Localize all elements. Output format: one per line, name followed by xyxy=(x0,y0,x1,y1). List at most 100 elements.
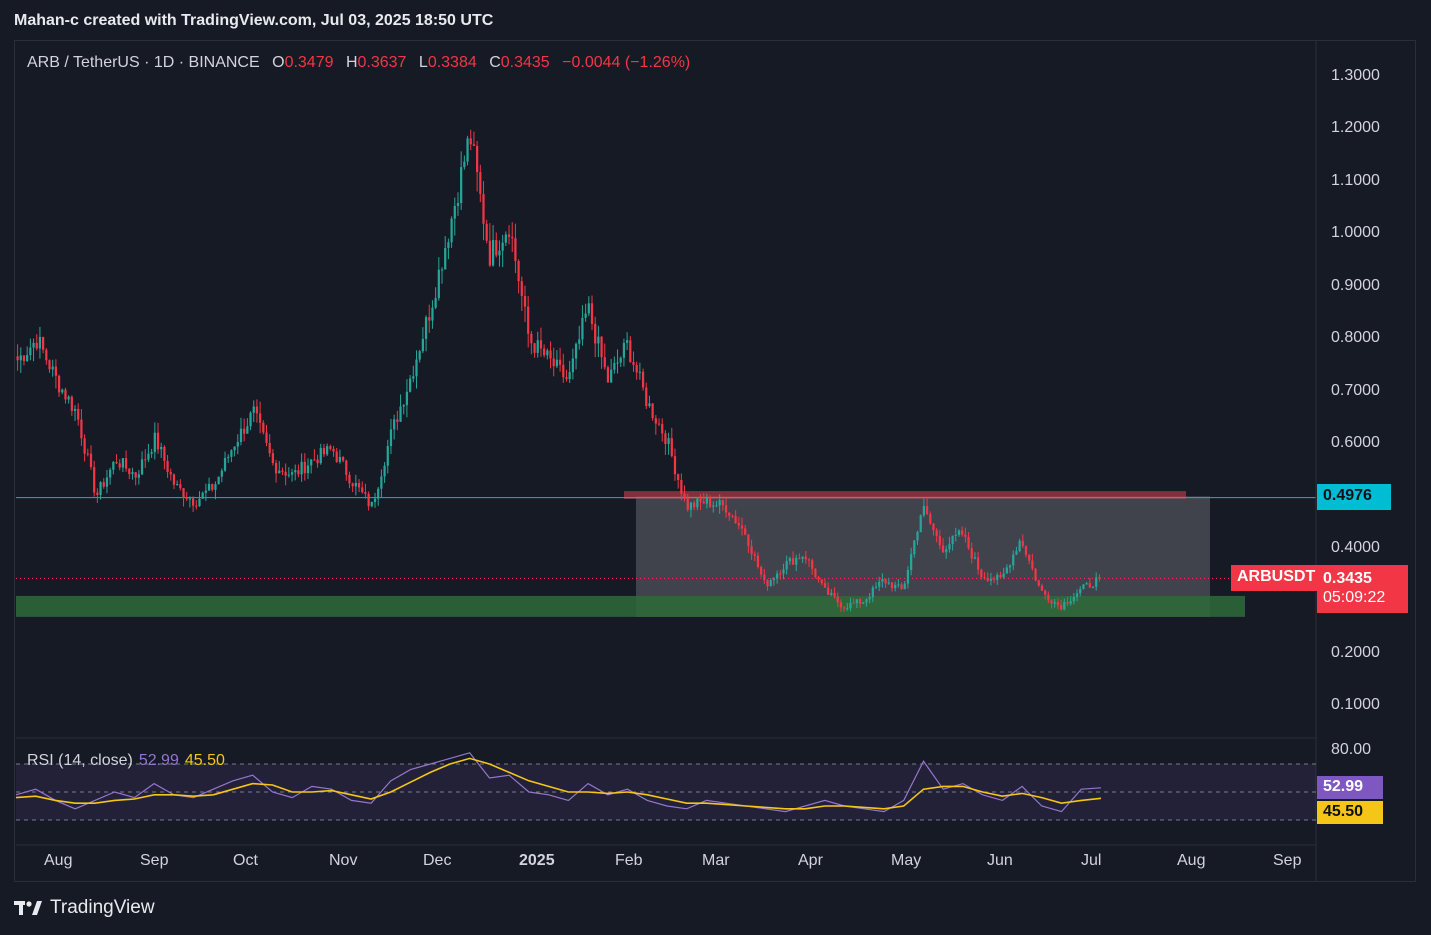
candle-body xyxy=(552,358,555,367)
candle-body xyxy=(951,535,954,545)
open-key: O xyxy=(272,54,285,71)
candle-body xyxy=(699,498,702,502)
rsi-tick-label: 80.00 xyxy=(1331,741,1372,758)
candle-body xyxy=(380,476,383,489)
candle-body xyxy=(983,577,986,579)
candle-body xyxy=(967,536,970,549)
candle-body xyxy=(1031,560,1034,569)
price-tick-label: 0.4000 xyxy=(1331,538,1380,556)
support-zone xyxy=(16,595,1245,617)
candle-body xyxy=(428,317,431,321)
candle-body xyxy=(271,453,275,463)
candle-body xyxy=(645,387,648,406)
candle-body xyxy=(335,451,338,462)
candle-body xyxy=(1015,551,1018,555)
chart-frame[interactable] xyxy=(14,40,1416,882)
candle-body xyxy=(641,371,645,388)
candle-body xyxy=(77,408,80,420)
candle-body xyxy=(424,317,428,339)
candle-body xyxy=(791,558,795,565)
open-value: 0.3479 xyxy=(284,54,334,71)
price-tick-label: 0.7000 xyxy=(1331,381,1380,399)
candle-body xyxy=(798,557,801,559)
candle-body xyxy=(144,459,147,461)
candle-body xyxy=(753,554,756,556)
time-tick-label: Sep xyxy=(1273,852,1302,869)
candle-body xyxy=(603,357,606,368)
candle-body xyxy=(86,453,89,455)
symbol-label[interactable]: ARB / TetherUS · 1D · BINANCE xyxy=(27,54,260,71)
candle-body xyxy=(705,497,709,504)
candle-body xyxy=(1095,577,1098,587)
candle-body xyxy=(450,218,453,243)
candle-body xyxy=(1021,540,1024,546)
candle-body xyxy=(345,460,348,475)
candle-body xyxy=(73,408,77,411)
candle-body xyxy=(788,558,791,562)
tradingview-logo[interactable]: TradingView xyxy=(14,897,155,919)
candle-body xyxy=(989,578,993,581)
candle-body xyxy=(460,167,463,204)
candle-body xyxy=(201,492,204,499)
candle-body xyxy=(648,403,651,406)
candle-body xyxy=(338,456,342,462)
candle-body xyxy=(817,577,820,580)
candle-body xyxy=(737,523,740,526)
high-value: 0.3637 xyxy=(357,54,407,71)
candle-body xyxy=(294,470,297,473)
candle-body xyxy=(357,482,361,488)
candle-body xyxy=(562,364,565,378)
candle-body xyxy=(1091,586,1095,588)
candle-body xyxy=(731,515,734,517)
candle-body xyxy=(689,502,693,510)
candle-body xyxy=(913,540,916,555)
candle-body xyxy=(916,531,919,541)
candle-body xyxy=(83,438,86,454)
candle-body xyxy=(546,350,549,356)
candle-body xyxy=(571,358,574,373)
price-tick-label: 0.6000 xyxy=(1331,433,1380,451)
candle-body xyxy=(673,456,677,475)
time-tick-label: Jun xyxy=(987,852,1013,869)
candle-body xyxy=(1044,590,1047,595)
candle-body xyxy=(871,587,874,598)
candle-body xyxy=(1066,602,1069,604)
candle-body xyxy=(287,474,290,476)
candle-body xyxy=(118,463,121,468)
candle-body xyxy=(109,469,112,478)
candle-body xyxy=(265,432,268,443)
candle-body xyxy=(613,363,616,370)
candle-body xyxy=(115,461,118,464)
candle-body xyxy=(1050,600,1053,604)
time-tick-label: Apr xyxy=(798,852,823,869)
candle-body xyxy=(140,459,144,475)
candle-body xyxy=(316,459,319,464)
candle-body xyxy=(300,461,303,475)
candle-body xyxy=(619,357,622,363)
candle-body xyxy=(992,578,996,580)
candle-body xyxy=(884,579,887,584)
candle-body xyxy=(664,433,667,444)
candle-body xyxy=(80,419,83,439)
candle-body xyxy=(290,472,294,475)
symbol-badge: ARBUSDT xyxy=(1231,565,1322,591)
candle-body xyxy=(629,340,632,363)
time-tick-label: Dec xyxy=(423,852,452,869)
candle-body xyxy=(160,447,163,450)
candle-body xyxy=(1085,583,1088,585)
candle-body xyxy=(217,476,220,485)
candle-body xyxy=(1024,545,1028,555)
rsi-legend: RSI (14, close) 52.99 45.50 xyxy=(27,752,225,770)
rsi-label[interactable]: RSI (14, close) xyxy=(27,752,133,769)
price-tick-label: 0.1000 xyxy=(1331,696,1380,713)
candle-body xyxy=(693,502,696,508)
candle-body xyxy=(929,513,932,524)
candle-body xyxy=(1072,596,1075,602)
candle-body xyxy=(970,548,973,559)
candle-body xyxy=(348,474,351,484)
candle-body xyxy=(150,452,153,454)
candle-body xyxy=(836,596,839,603)
candle-body xyxy=(584,313,587,318)
candle-body xyxy=(185,497,188,499)
